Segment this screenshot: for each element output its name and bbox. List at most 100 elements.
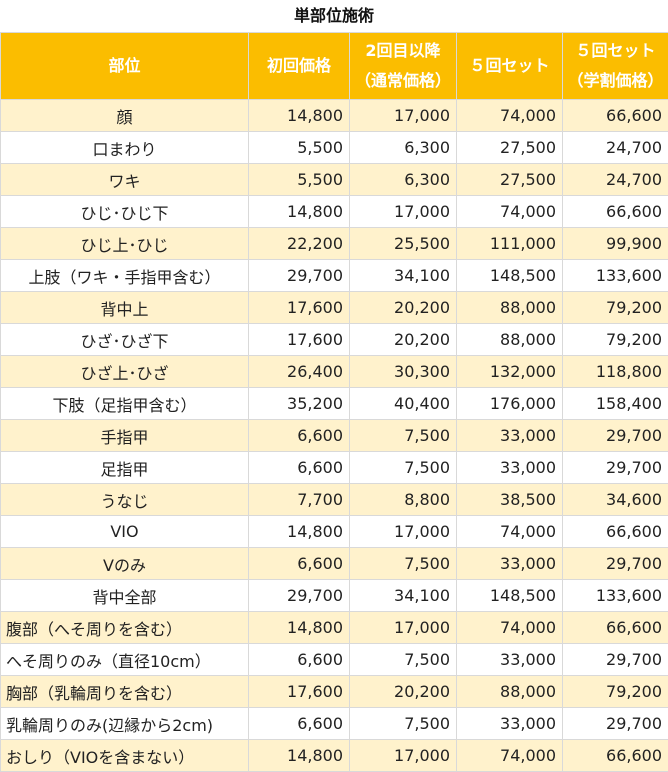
- cell-first-price: 29,700: [249, 580, 350, 612]
- header-second-price: 2回目以降 （通常価格）: [350, 33, 457, 100]
- cell-first-price: 17,600: [249, 676, 350, 708]
- cell-first-price: 6,600: [249, 548, 350, 580]
- cell-part: ひざ･ひざ下: [1, 324, 249, 356]
- cell-5-set-student: 66,600: [563, 740, 668, 772]
- price-table-header: 部位 初回価格 2回目以降 （通常価格） ５回セット ５回セット （学割価格）: [1, 33, 668, 100]
- cell-5-set-student: 29,700: [563, 644, 668, 676]
- cell-5-set: 111,000: [457, 228, 563, 260]
- cell-first-price: 7,700: [249, 484, 350, 516]
- cell-part: 背中全部: [1, 580, 249, 612]
- cell-5-set-student: 118,800: [563, 356, 668, 388]
- cell-first-price: 17,600: [249, 324, 350, 356]
- cell-second-price: 7,500: [350, 548, 457, 580]
- cell-5-set-student: 133,600: [563, 260, 668, 292]
- cell-first-price: 5,500: [249, 132, 350, 164]
- cell-part: 口まわり: [1, 132, 249, 164]
- cell-second-price: 7,500: [350, 644, 457, 676]
- cell-part: 腹部（へそ周りを含む）: [1, 612, 249, 644]
- cell-first-price: 6,600: [249, 644, 350, 676]
- header-student-line2: （学割価格）: [567, 66, 664, 96]
- cell-5-set-student: 34,600: [563, 484, 668, 516]
- cell-5-set: 176,000: [457, 388, 563, 420]
- cell-5-set-student: 66,600: [563, 196, 668, 228]
- header-5-set-student: ５回セット （学割価格）: [563, 33, 668, 100]
- cell-5-set: 74,000: [457, 740, 563, 772]
- cell-5-set: 27,500: [457, 164, 563, 196]
- cell-second-price: 25,500: [350, 228, 457, 260]
- cell-5-set: 33,000: [457, 644, 563, 676]
- cell-part: 下肢（足指甲含む）: [1, 388, 249, 420]
- cell-5-set-student: 66,600: [563, 516, 668, 548]
- cell-first-price: 5,500: [249, 164, 350, 196]
- cell-5-set: 88,000: [457, 324, 563, 356]
- cell-first-price: 14,800: [249, 740, 350, 772]
- cell-second-price: 34,100: [350, 580, 457, 612]
- cell-second-price: 20,200: [350, 676, 457, 708]
- cell-part: Vのみ: [1, 548, 249, 580]
- cell-second-price: 17,000: [350, 740, 457, 772]
- cell-second-price: 17,000: [350, 196, 457, 228]
- cell-second-price: 30,300: [350, 356, 457, 388]
- cell-part: へそ周りのみ（直径10cm）: [1, 644, 249, 676]
- cell-first-price: 26,400: [249, 356, 350, 388]
- cell-5-set-student: 24,700: [563, 164, 668, 196]
- price-table: 部位 初回価格 2回目以降 （通常価格） ５回セット ５回セット （学割価格） …: [0, 32, 668, 772]
- cell-5-set: 74,000: [457, 196, 563, 228]
- header-first-price: 初回価格: [249, 33, 350, 100]
- cell-5-set: 33,000: [457, 420, 563, 452]
- cell-5-set: 74,000: [457, 100, 563, 132]
- cell-5-set: 74,000: [457, 612, 563, 644]
- cell-5-set-student: 158,400: [563, 388, 668, 420]
- cell-5-set-student: 133,600: [563, 580, 668, 612]
- header-row: 部位 初回価格 2回目以降 （通常価格） ５回セット ５回セット （学割価格）: [1, 33, 668, 100]
- cell-part: VIO: [1, 516, 249, 548]
- cell-part: 手指甲: [1, 420, 249, 452]
- cell-5-set: 33,000: [457, 452, 563, 484]
- cell-first-price: 14,800: [249, 516, 350, 548]
- cell-5-set: 148,500: [457, 580, 563, 612]
- cell-first-price: 6,600: [249, 708, 350, 740]
- cell-5-set-student: 79,200: [563, 676, 668, 708]
- cell-part: ひざ上･ひざ: [1, 356, 249, 388]
- cell-second-price: 17,000: [350, 100, 457, 132]
- cell-first-price: 35,200: [249, 388, 350, 420]
- cell-5-set: 33,000: [457, 548, 563, 580]
- page-title: 単部位施術: [0, 0, 668, 32]
- cell-5-set-student: 24,700: [563, 132, 668, 164]
- cell-5-set: 148,500: [457, 260, 563, 292]
- cell-second-price: 7,500: [350, 708, 457, 740]
- cell-part: 足指甲: [1, 452, 249, 484]
- cell-first-price: 17,600: [249, 292, 350, 324]
- cell-part: 顔: [1, 100, 249, 132]
- header-5-set: ５回セット: [457, 33, 563, 100]
- cell-part: ワキ: [1, 164, 249, 196]
- cell-5-set: 88,000: [457, 676, 563, 708]
- cell-part: ひじ･ひじ下: [1, 196, 249, 228]
- cell-5-set: 88,000: [457, 292, 563, 324]
- cell-second-price: 6,300: [350, 164, 457, 196]
- cell-second-price: 7,500: [350, 452, 457, 484]
- cell-second-price: 34,100: [350, 260, 457, 292]
- cell-5-set: 74,000: [457, 516, 563, 548]
- cell-5-set-student: 79,200: [563, 292, 668, 324]
- header-second-line2: （通常価格）: [354, 66, 452, 96]
- header-part: 部位: [1, 33, 249, 100]
- header-second-line1: 2回目以降: [354, 36, 452, 66]
